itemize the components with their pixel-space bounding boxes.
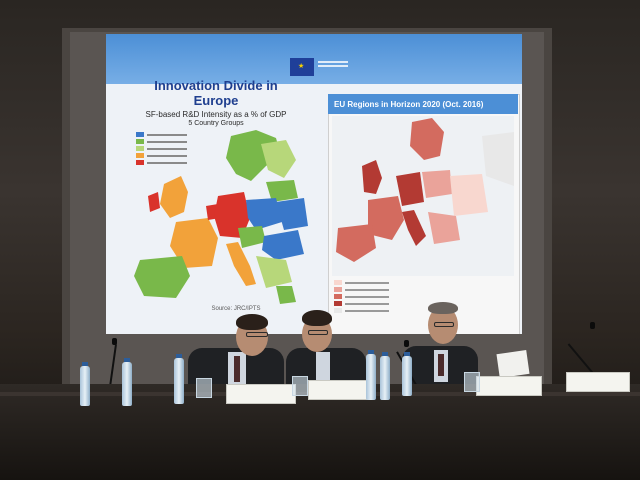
legend-row (334, 287, 414, 293)
water-bottle (80, 362, 90, 406)
water-bottle (402, 352, 412, 396)
glasses-icon (434, 322, 454, 327)
map-region-finland (261, 140, 296, 178)
map-region-ireland (148, 192, 160, 212)
nameplate (308, 380, 368, 400)
presentation-slide: ★ Innovation Divide in Europe SF-based R… (106, 34, 522, 334)
document-papers (496, 350, 530, 378)
map-region-outside-eu (482, 132, 514, 186)
map-region-iberia (336, 224, 376, 262)
map-region-italy (402, 210, 426, 246)
map-region-italy (226, 242, 256, 286)
slide-header-band (106, 34, 522, 84)
map-region-baltics (266, 180, 298, 202)
microphone-icon (112, 338, 117, 345)
legend-row (136, 153, 196, 159)
left-europe-map (134, 130, 308, 304)
map-region-balkans (256, 256, 292, 288)
bottle-cap (382, 352, 388, 356)
panelist-hair (302, 310, 332, 326)
slide-source-note: Source: JRC/IPTS (211, 306, 261, 312)
map-region-poland (246, 198, 282, 230)
legend-swatch (136, 153, 144, 158)
glasses-icon (246, 332, 268, 337)
legend-swatch (136, 139, 144, 144)
legend-row (334, 294, 414, 300)
legend-swatch (334, 280, 342, 285)
legend-swatch (334, 301, 342, 306)
legend-swatch (136, 132, 144, 137)
glasses-icon (308, 330, 328, 335)
water-bottle (174, 354, 184, 404)
right-europe-map (332, 116, 514, 276)
bottle-cap (82, 362, 88, 366)
drinking-glass (196, 378, 212, 398)
drinking-glass (464, 372, 480, 392)
legend-row (136, 146, 196, 152)
legend-row (334, 308, 414, 314)
map-region-scandinavia (226, 130, 281, 181)
map-region-scandinavia (410, 118, 444, 160)
microphone-icon (590, 322, 595, 329)
nameplate (476, 376, 542, 396)
bottle-cap (176, 354, 182, 358)
map-region-poland (422, 170, 452, 198)
nameplate (226, 384, 296, 404)
water-bottle (366, 350, 376, 400)
map-region-czech-austria (238, 226, 266, 248)
map-region-germany (396, 172, 424, 206)
legend-swatch (334, 287, 342, 292)
bottle-cap (368, 350, 374, 354)
map-region-hungary-romania (262, 230, 304, 260)
legend-row (136, 139, 196, 145)
map-region-ukraine-border (276, 198, 308, 230)
european-commission-logo: ★ (290, 58, 350, 80)
legend-row (136, 160, 196, 166)
bottle-cap (124, 358, 130, 362)
right-map-title-band (328, 94, 518, 114)
map-region-balkans (428, 212, 460, 244)
map-region-france (368, 196, 404, 240)
legend-row (334, 301, 414, 307)
legend-swatch (334, 294, 342, 299)
water-bottle (122, 358, 132, 406)
map-region-uk (160, 176, 188, 218)
conference-table (0, 384, 640, 480)
right-map-legend (334, 280, 414, 315)
bottle-cap (404, 352, 410, 356)
panelist-tie (438, 354, 444, 376)
panelist-hair (236, 314, 268, 330)
panelist-shirt (316, 352, 330, 382)
legend-row (136, 132, 196, 138)
map-region-germany (214, 192, 250, 238)
legend-swatch (136, 160, 144, 165)
panelist-hair (428, 302, 458, 314)
drinking-glass (292, 376, 308, 396)
ec-logo-text (318, 61, 348, 73)
nameplate (566, 372, 630, 392)
water-bottle (380, 352, 390, 400)
panelist-tie (234, 356, 240, 382)
map-region-eastern (450, 174, 488, 216)
legend-swatch (136, 146, 144, 151)
legend-row (334, 280, 414, 286)
slide-groups-label: 5 Country Groups (188, 120, 244, 127)
slide-title: Innovation Divide in Europe (154, 78, 278, 108)
map-region-greece (276, 286, 296, 304)
left-map-legend (136, 132, 196, 167)
slide-subtitle: SF-based R&D Intensity as a % of GDP (145, 110, 287, 119)
legend-swatch (334, 308, 342, 313)
map-region-uk (362, 160, 382, 194)
microphone-icon (404, 340, 409, 347)
right-map-title: EU Regions in Horizon 2020 (Oct. 2016) (334, 100, 484, 109)
map-region-france (170, 218, 218, 268)
map-region-iberia (134, 256, 190, 298)
eu-flag-icon: ★ (290, 58, 314, 76)
